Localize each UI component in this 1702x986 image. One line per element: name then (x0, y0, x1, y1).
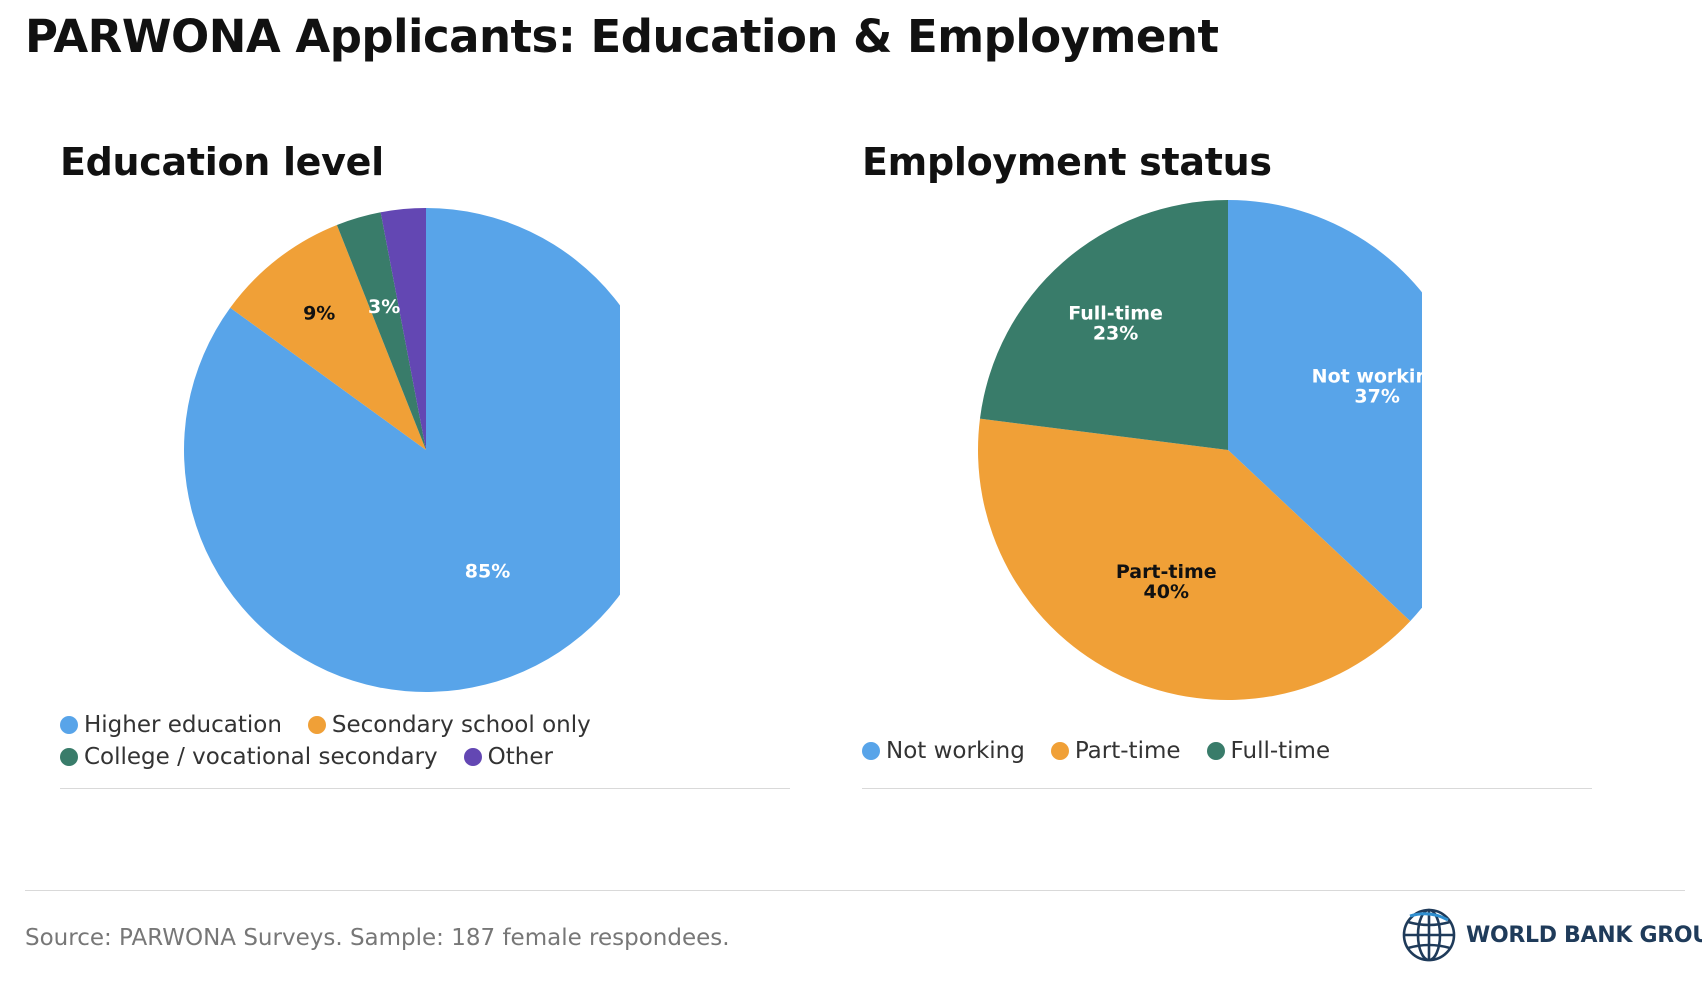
legend-item-college-vocational-secondary: College / vocational secondary (60, 744, 438, 770)
legend-label: Secondary school only (331, 712, 591, 738)
pie-slice-higher-education (184, 208, 620, 692)
legend-item-secondary-school-only: Secondary school only (307, 712, 591, 738)
legend-swatch (463, 748, 482, 766)
legend-label: College / vocational secondary (84, 744, 438, 770)
main-title: PARWONA Applicants: Education & Employme… (25, 10, 1219, 63)
employment-chart-panel: Employment status Not working37% Part-tim… (862, 140, 1592, 800)
data-label-not-working: Not working37% (1312, 365, 1422, 407)
legend-swatch (1050, 742, 1069, 760)
legend-item-other: Other (463, 744, 553, 770)
legend-item-full-time: Full-time (1206, 738, 1331, 764)
legend-label: Other (487, 744, 553, 770)
globe-icon (1402, 908, 1456, 962)
legend-label: Higher education (84, 712, 282, 738)
legend-label: Part-time (1074, 738, 1181, 764)
pie-slice-full-time (979, 200, 1228, 450)
education-pie-chart: 85% 9% 3% (184, 208, 620, 692)
education-legend: Higher education Secondary school only Col… (60, 712, 620, 770)
data-label-part-time: Part-time 40% (1116, 561, 1217, 603)
education-chart-panel: Education level 85% 9% 3% Higher education… (60, 140, 790, 800)
legend-item-part-time: Part-time (1050, 738, 1181, 764)
legend-swatch (307, 716, 326, 734)
legend-swatch (862, 742, 880, 760)
divider (60, 788, 790, 789)
legend-label: Full-time (1230, 738, 1331, 764)
world-bank-logo: WORLD BANK GROUP (1400, 906, 1702, 964)
footer-divider (25, 890, 1685, 891)
legend-item-higher-education: Higher education (60, 712, 282, 738)
legend-item-not-working: Not working (862, 738, 1025, 764)
pie-slice-other (380, 208, 426, 450)
data-label-full-time: Full-time 23% (1068, 302, 1163, 344)
employment-chart-title: Employment status (862, 140, 1272, 184)
pie-slice-not-working (1228, 200, 1422, 622)
data-label-secondary-school-only: 9% (303, 302, 335, 324)
education-chart-title: Education level (60, 140, 384, 184)
data-label-higher-education: 85% (465, 561, 510, 583)
logo-text: WORLD BANK GROUP (1466, 922, 1702, 948)
legend-swatch (60, 748, 78, 766)
source-note: Source: PARWONA Surveys. Sample: 187 fem… (25, 925, 730, 951)
data-label-college-vocational-secondary: 3% (368, 296, 400, 318)
pie-slice-secondary-school-only (230, 224, 426, 450)
pie-slice-college-vocational-secondary (336, 212, 426, 450)
legend-swatch (60, 716, 78, 734)
legend-label: Not working (886, 738, 1025, 764)
pie-slice-part-time (978, 418, 1411, 700)
employment-legend: Not working Part-time Full-time (862, 738, 1582, 764)
divider (862, 788, 1592, 789)
legend-swatch (1206, 742, 1225, 760)
